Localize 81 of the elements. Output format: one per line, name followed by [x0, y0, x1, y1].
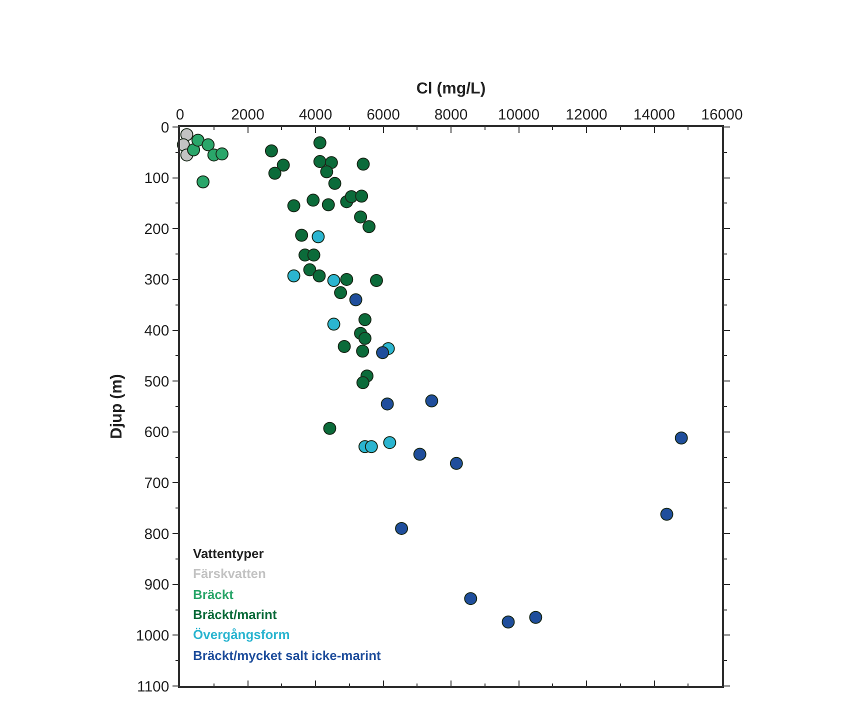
x-tick-label: 10000	[498, 106, 540, 124]
y-tick-label: 1100	[136, 678, 170, 696]
y-tick-label: 700	[144, 474, 170, 492]
point	[306, 194, 320, 207]
y-tick-label: 1000	[136, 627, 170, 644]
point	[338, 340, 351, 354]
point	[313, 136, 326, 150]
point	[356, 376, 370, 390]
x-tick-label: 12000	[566, 106, 608, 124]
point	[383, 436, 396, 450]
point	[413, 448, 426, 461]
point	[303, 263, 316, 276]
point	[287, 199, 300, 212]
y-axis-title: Djup (m)	[108, 374, 126, 439]
point	[327, 318, 340, 331]
point	[287, 269, 300, 282]
text: Bräckt	[193, 587, 234, 602]
point	[216, 147, 229, 160]
x-tick-label: 6000	[366, 106, 400, 124]
text: Bräckt/mycket salt icke-marint	[193, 648, 382, 663]
y-tick-label: 300	[144, 272, 170, 289]
legend-title: Vattentyper	[193, 546, 264, 561]
point	[313, 155, 326, 168]
point	[340, 272, 354, 286]
point	[264, 144, 278, 158]
point	[529, 610, 542, 624]
point	[196, 175, 210, 188]
point	[356, 158, 370, 171]
y-tick-label: 100	[144, 170, 170, 188]
point	[322, 198, 335, 212]
x-tick-label: 4000	[298, 106, 332, 124]
point	[362, 220, 376, 234]
y-tick-label: 800	[144, 526, 170, 543]
point	[187, 143, 200, 156]
point	[334, 286, 348, 300]
point	[364, 440, 378, 454]
x-axis-title: Cl (mg/L)	[416, 80, 486, 98]
point	[327, 274, 340, 287]
point	[268, 166, 282, 180]
point	[276, 158, 290, 172]
point	[354, 210, 368, 224]
point	[295, 228, 308, 242]
text: Bräckt/marint	[193, 607, 278, 622]
point	[370, 274, 383, 287]
point	[425, 394, 438, 408]
point	[324, 156, 338, 170]
point	[320, 165, 334, 178]
point	[464, 592, 478, 606]
x-tick-label: 14000	[633, 106, 676, 124]
y-tick-label: 400	[144, 322, 170, 340]
y-tick-label: 900	[144, 576, 170, 594]
point	[312, 269, 326, 282]
point	[660, 508, 674, 521]
point	[358, 332, 372, 345]
point	[380, 397, 394, 410]
point	[355, 190, 368, 203]
y-tick-label: 500	[144, 373, 170, 390]
x-tick-label: 2000	[231, 106, 264, 124]
text: Övergångsform	[193, 627, 290, 642]
point	[376, 346, 390, 360]
point	[395, 522, 408, 535]
point	[674, 432, 688, 445]
point	[328, 176, 342, 190]
x-tick-label: 0	[176, 106, 184, 124]
point	[358, 313, 372, 326]
x-tick-label: 8000	[434, 106, 468, 124]
point	[323, 422, 336, 435]
y-tick-label: 0	[160, 119, 170, 136]
point	[180, 128, 194, 142]
point	[450, 456, 463, 470]
y-tick-label: 200	[144, 220, 170, 238]
point	[349, 293, 362, 306]
x-tick-label: 16000	[701, 106, 743, 124]
text: Färskvatten	[193, 566, 266, 581]
point	[312, 230, 325, 244]
y-tick-label: 600	[144, 424, 170, 442]
point	[356, 344, 370, 358]
point	[502, 615, 515, 628]
point	[202, 138, 215, 152]
point	[307, 248, 320, 262]
point	[191, 134, 204, 147]
